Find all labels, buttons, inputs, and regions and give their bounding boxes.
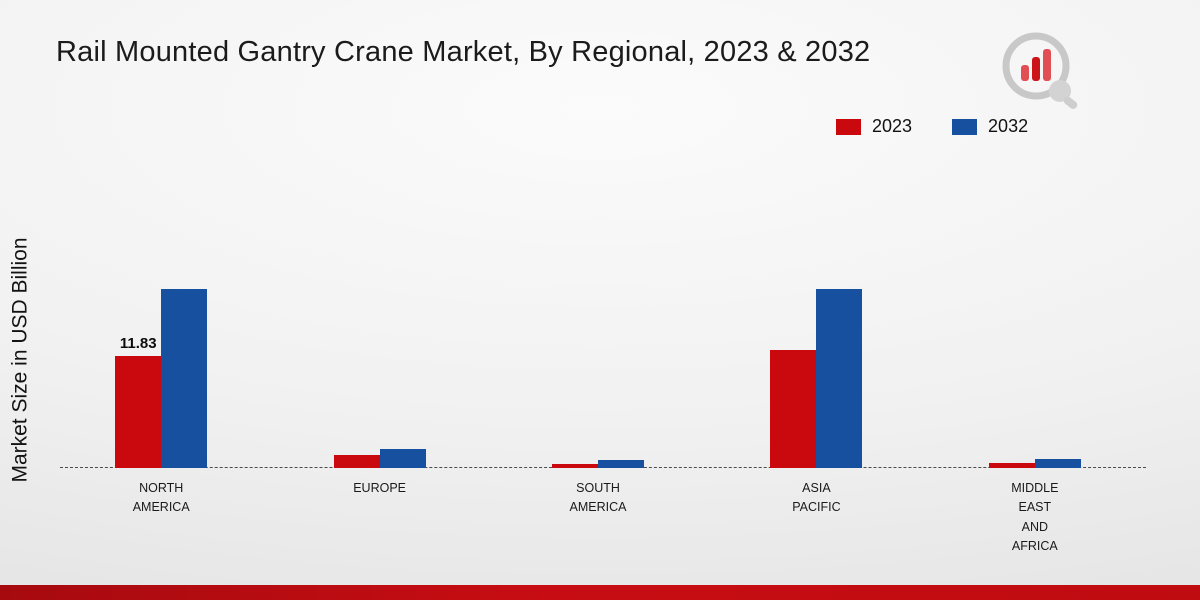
bar-2032-2	[598, 460, 645, 468]
bar-group-0: 11.83 NORTH AMERICA	[52, 278, 270, 514]
y-axis-label-text: Market Size in USD Billion	[9, 237, 32, 483]
chart-title: Rail Mounted Gantry Crane Market, By Reg…	[56, 36, 871, 68]
category-label-4: MIDDLE EAST AND AFRICA	[1011, 481, 1059, 554]
category-label-3: ASIA PACIFIC	[792, 481, 841, 515]
category-label-2: SOUTH AMERICA	[569, 481, 627, 515]
brand-logo-icon	[996, 28, 1084, 115]
bar-pair	[988, 458, 1081, 468]
category-label-1: EUROPE	[353, 481, 406, 495]
legend-label: 2023	[872, 116, 913, 136]
bar-2032-3	[816, 289, 863, 468]
bar-2032-0	[161, 288, 208, 468]
category-label-0: NORTH AMERICA	[132, 481, 190, 515]
bar-2023-1	[333, 454, 380, 468]
legend-label: 2032	[988, 116, 1029, 136]
bar-pair: 11.83	[115, 288, 208, 468]
plot-area: 11.83 NORTH AMERICA EUROPE SOUTH AMERICA ASI…	[52, 278, 1144, 553]
bar-value-label: 11.83	[119, 334, 157, 352]
y-axis-label: Market Size in USD Billion	[2, 192, 40, 528]
legend-item-2023: 2023	[836, 116, 912, 137]
bar-group-2: SOUTH AMERICA	[489, 278, 707, 514]
bar-pair	[770, 289, 863, 468]
bar-group-4: MIDDLE EAST AND AFRICA	[926, 278, 1144, 553]
footer-stripe	[0, 585, 1200, 600]
legend-item-2032: 2032	[952, 116, 1028, 137]
bar-group-3: ASIA PACIFIC	[707, 278, 925, 514]
legend-swatch-icon	[952, 118, 978, 135]
bar-2023-3	[770, 350, 817, 468]
bar-2023-4	[988, 462, 1035, 468]
bar-group-1: EUROPE	[270, 278, 488, 495]
legend-swatch-icon	[836, 118, 861, 135]
bar-2023-2	[552, 463, 599, 468]
bar-pair	[333, 449, 426, 468]
legend: 2023 2032	[836, 116, 1028, 137]
bar-pair	[552, 460, 645, 468]
bar-2023-0: 11.83	[115, 335, 162, 468]
bar-2032-1	[379, 449, 426, 468]
bar-2032-4	[1034, 458, 1081, 468]
